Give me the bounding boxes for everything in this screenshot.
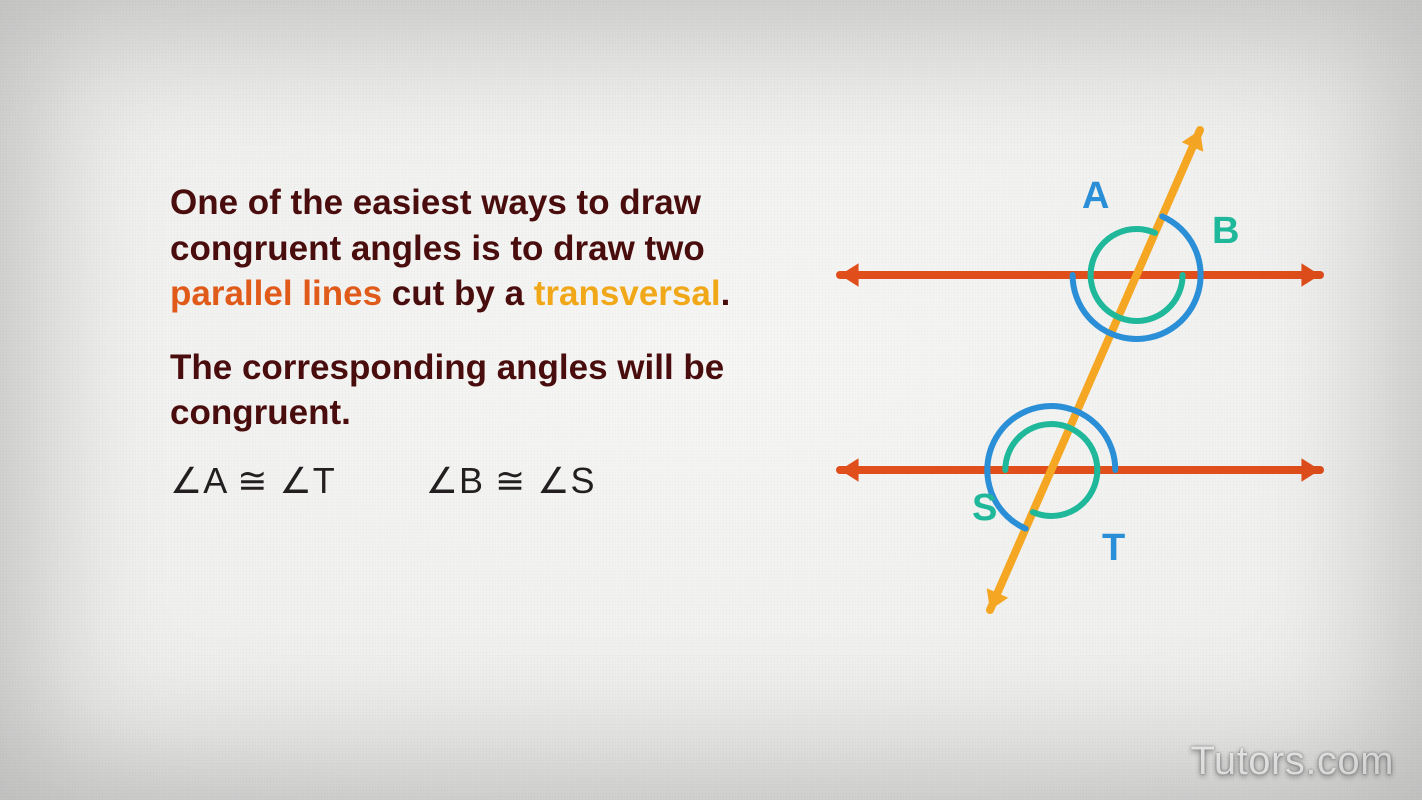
congruence-equations: ∠A ≅ ∠T ∠B ≅ ∠S [170,460,770,502]
svg-text:A: A [1082,175,1109,217]
paragraph-2: The corresponding angles will be congrue… [170,345,770,436]
highlight-parallel-lines: parallel lines [170,274,382,313]
highlight-transversal: transversal [534,274,721,313]
svg-text:S: S [972,487,997,529]
p1-text-3: . [721,274,731,313]
p1-text-1: One of the easiest ways to draw congruen… [170,183,705,268]
explanation-text: One of the easiest ways to draw congruen… [170,180,770,502]
equation-b-s: ∠B ≅ ∠S [426,460,596,501]
equation-a-t: ∠A ≅ ∠T [170,460,336,501]
svg-text:T: T [1102,527,1125,569]
paragraph-1: One of the easiest ways to draw congruen… [170,180,770,317]
angles-diagram: A B S T [800,100,1360,660]
p1-text-2: cut by a [382,274,534,313]
watermark: Tutors.com [1190,739,1394,784]
svg-text:B: B [1212,210,1239,252]
